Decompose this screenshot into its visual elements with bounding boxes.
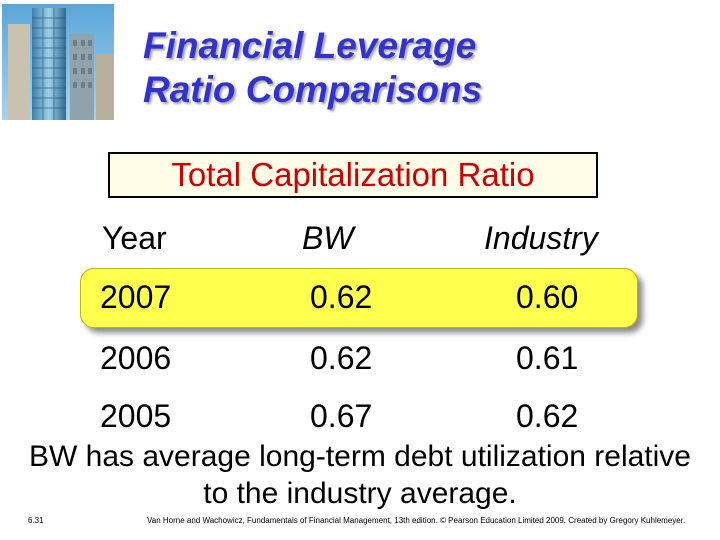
slide-number: 6.31 [28,516,44,525]
header-industry: Industry [484,220,598,256]
header-year: Year [102,220,167,256]
table-row-2007-year: 2007 [100,279,172,315]
table-row-2006-industry: 0.61 [516,340,579,376]
conclusion-note: BW has average long-term debt utilizatio… [29,440,691,510]
highlight-row-background [80,268,638,328]
table-row-2005-year: 2005 [100,398,172,434]
slide-title-line2: Ratio Comparisons [143,69,483,110]
slide-title-line1: Financial Leverage [143,25,477,66]
office-buildings-icon [2,4,114,120]
subtitle-box: Total Capitalization Ratio [108,152,598,198]
footer-citation: Van Horne and Wachowicz, Fundamentals of… [147,516,686,525]
table-row-2005-bw: 0.67 [310,398,373,434]
table-row-2007-bw: 0.62 [310,279,373,315]
header-bw: BW [302,220,354,256]
slide-title: Financial Leverage Ratio Comparisons [143,24,482,112]
table-row-2006-year: 2006 [100,340,172,376]
table-row-2005-industry: 0.62 [516,398,579,434]
table-row-2006-bw: 0.62 [310,340,373,376]
table-row-2007-industry: 0.60 [516,279,579,315]
